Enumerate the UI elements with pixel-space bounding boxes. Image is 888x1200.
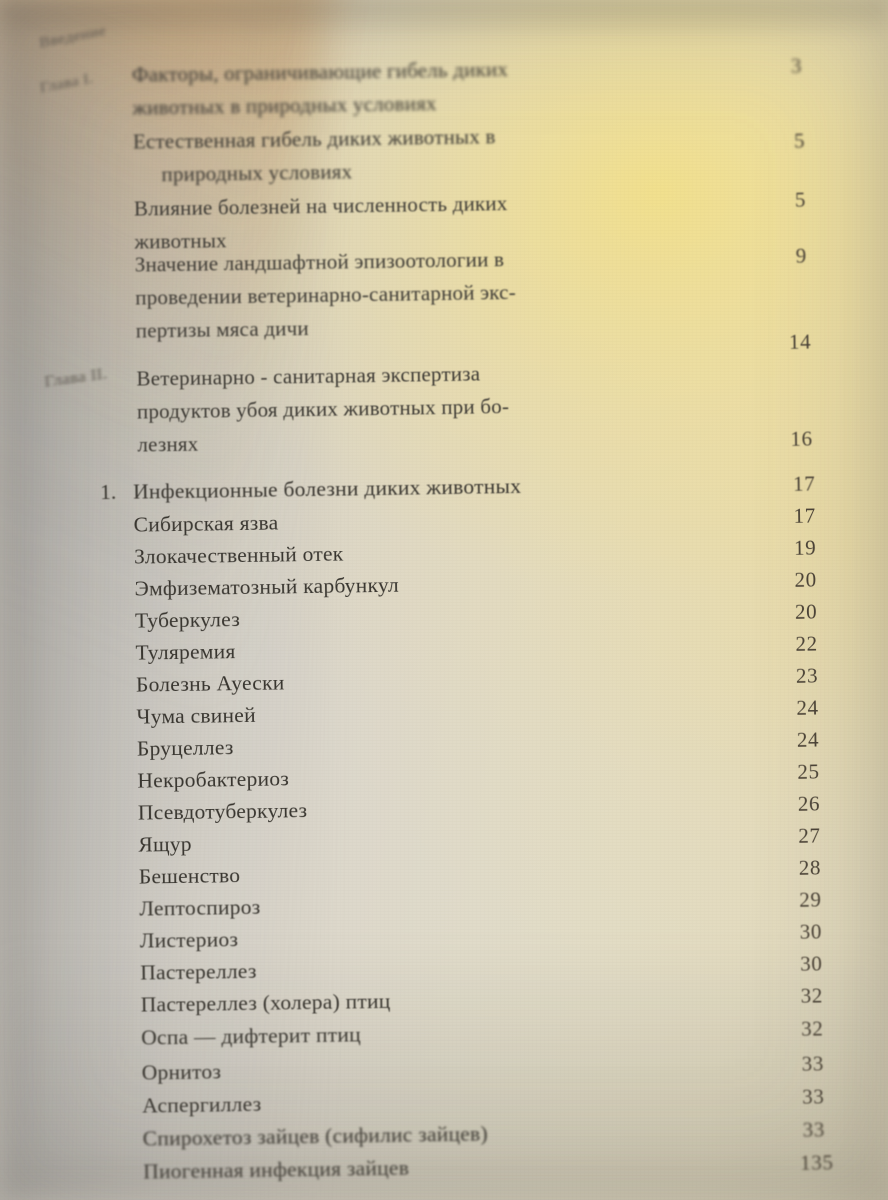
shadow-left-edge	[0, 0, 330, 1200]
shadow-top-edge	[0, 0, 888, 40]
shadow-bottom-edge	[0, 900, 888, 1200]
